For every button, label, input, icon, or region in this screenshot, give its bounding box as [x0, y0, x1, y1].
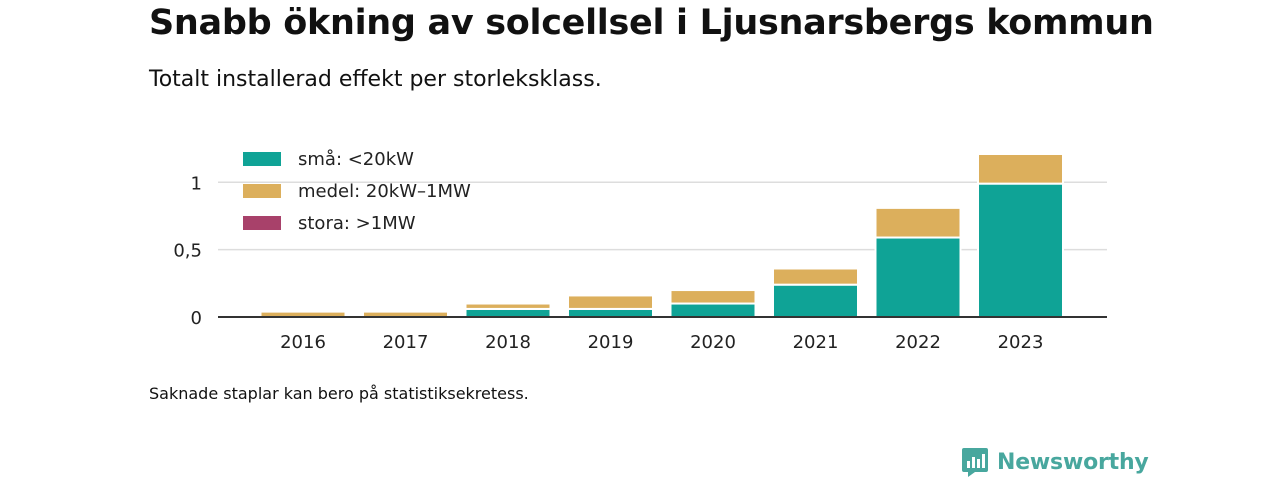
bar-segment [567, 294, 654, 310]
y-tick-label: 0 [191, 308, 202, 329]
chart-title: Snabb ökning av solcellsel i Ljusnarsber… [149, 3, 1154, 43]
x-tick-label: 2016 [280, 332, 326, 353]
x-tick-label: 2017 [383, 332, 429, 353]
bar-segment [977, 153, 1064, 185]
legend-label: små: <20kW [298, 149, 414, 170]
legend-swatch [243, 152, 281, 166]
bar-segment [977, 182, 1064, 318]
bar-segment [669, 289, 757, 305]
bar-segment [567, 307, 654, 319]
chart-subtitle: Totalt installerad effekt per storlekskl… [149, 67, 602, 92]
bars [259, 153, 1064, 319]
legend-swatch [243, 216, 281, 230]
x-tick-label: 2023 [998, 332, 1044, 353]
axes: 0 0,5 1 2016 2017 2018 2019 2020 2021 2022 2023 [173, 173, 1107, 353]
brand-logo[interactable]: Newsworthy [961, 446, 1149, 478]
brand-name: Newsworthy [997, 449, 1149, 475]
chart-logo-icon [962, 448, 988, 477]
x-tick-label: 2020 [690, 332, 736, 353]
legend-label: stora: >1MW [298, 213, 416, 234]
x-tick-label: 2019 [588, 332, 634, 353]
bar-segment [464, 302, 552, 310]
y-tick-label: 0,5 [173, 241, 202, 262]
y-tick-label: 1 [191, 173, 202, 194]
x-tick-label: 2021 [793, 332, 839, 353]
bar-segment [669, 302, 757, 319]
bar-segment [772, 283, 859, 319]
legend-swatch [243, 184, 281, 198]
x-tick-label: 2022 [895, 332, 941, 353]
bar-segment [874, 206, 962, 239]
legend: små: <20kW medel: 20kW–1MW stora: >1MW [243, 149, 471, 234]
footnote: Saknade staplar kan bero på statistiksek… [149, 384, 529, 403]
legend-label: medel: 20kW–1MW [298, 181, 471, 202]
bar-segment [874, 236, 962, 318]
x-tick-label: 2018 [485, 332, 531, 353]
bar-segment [772, 267, 859, 286]
bar-segment [464, 307, 552, 319]
